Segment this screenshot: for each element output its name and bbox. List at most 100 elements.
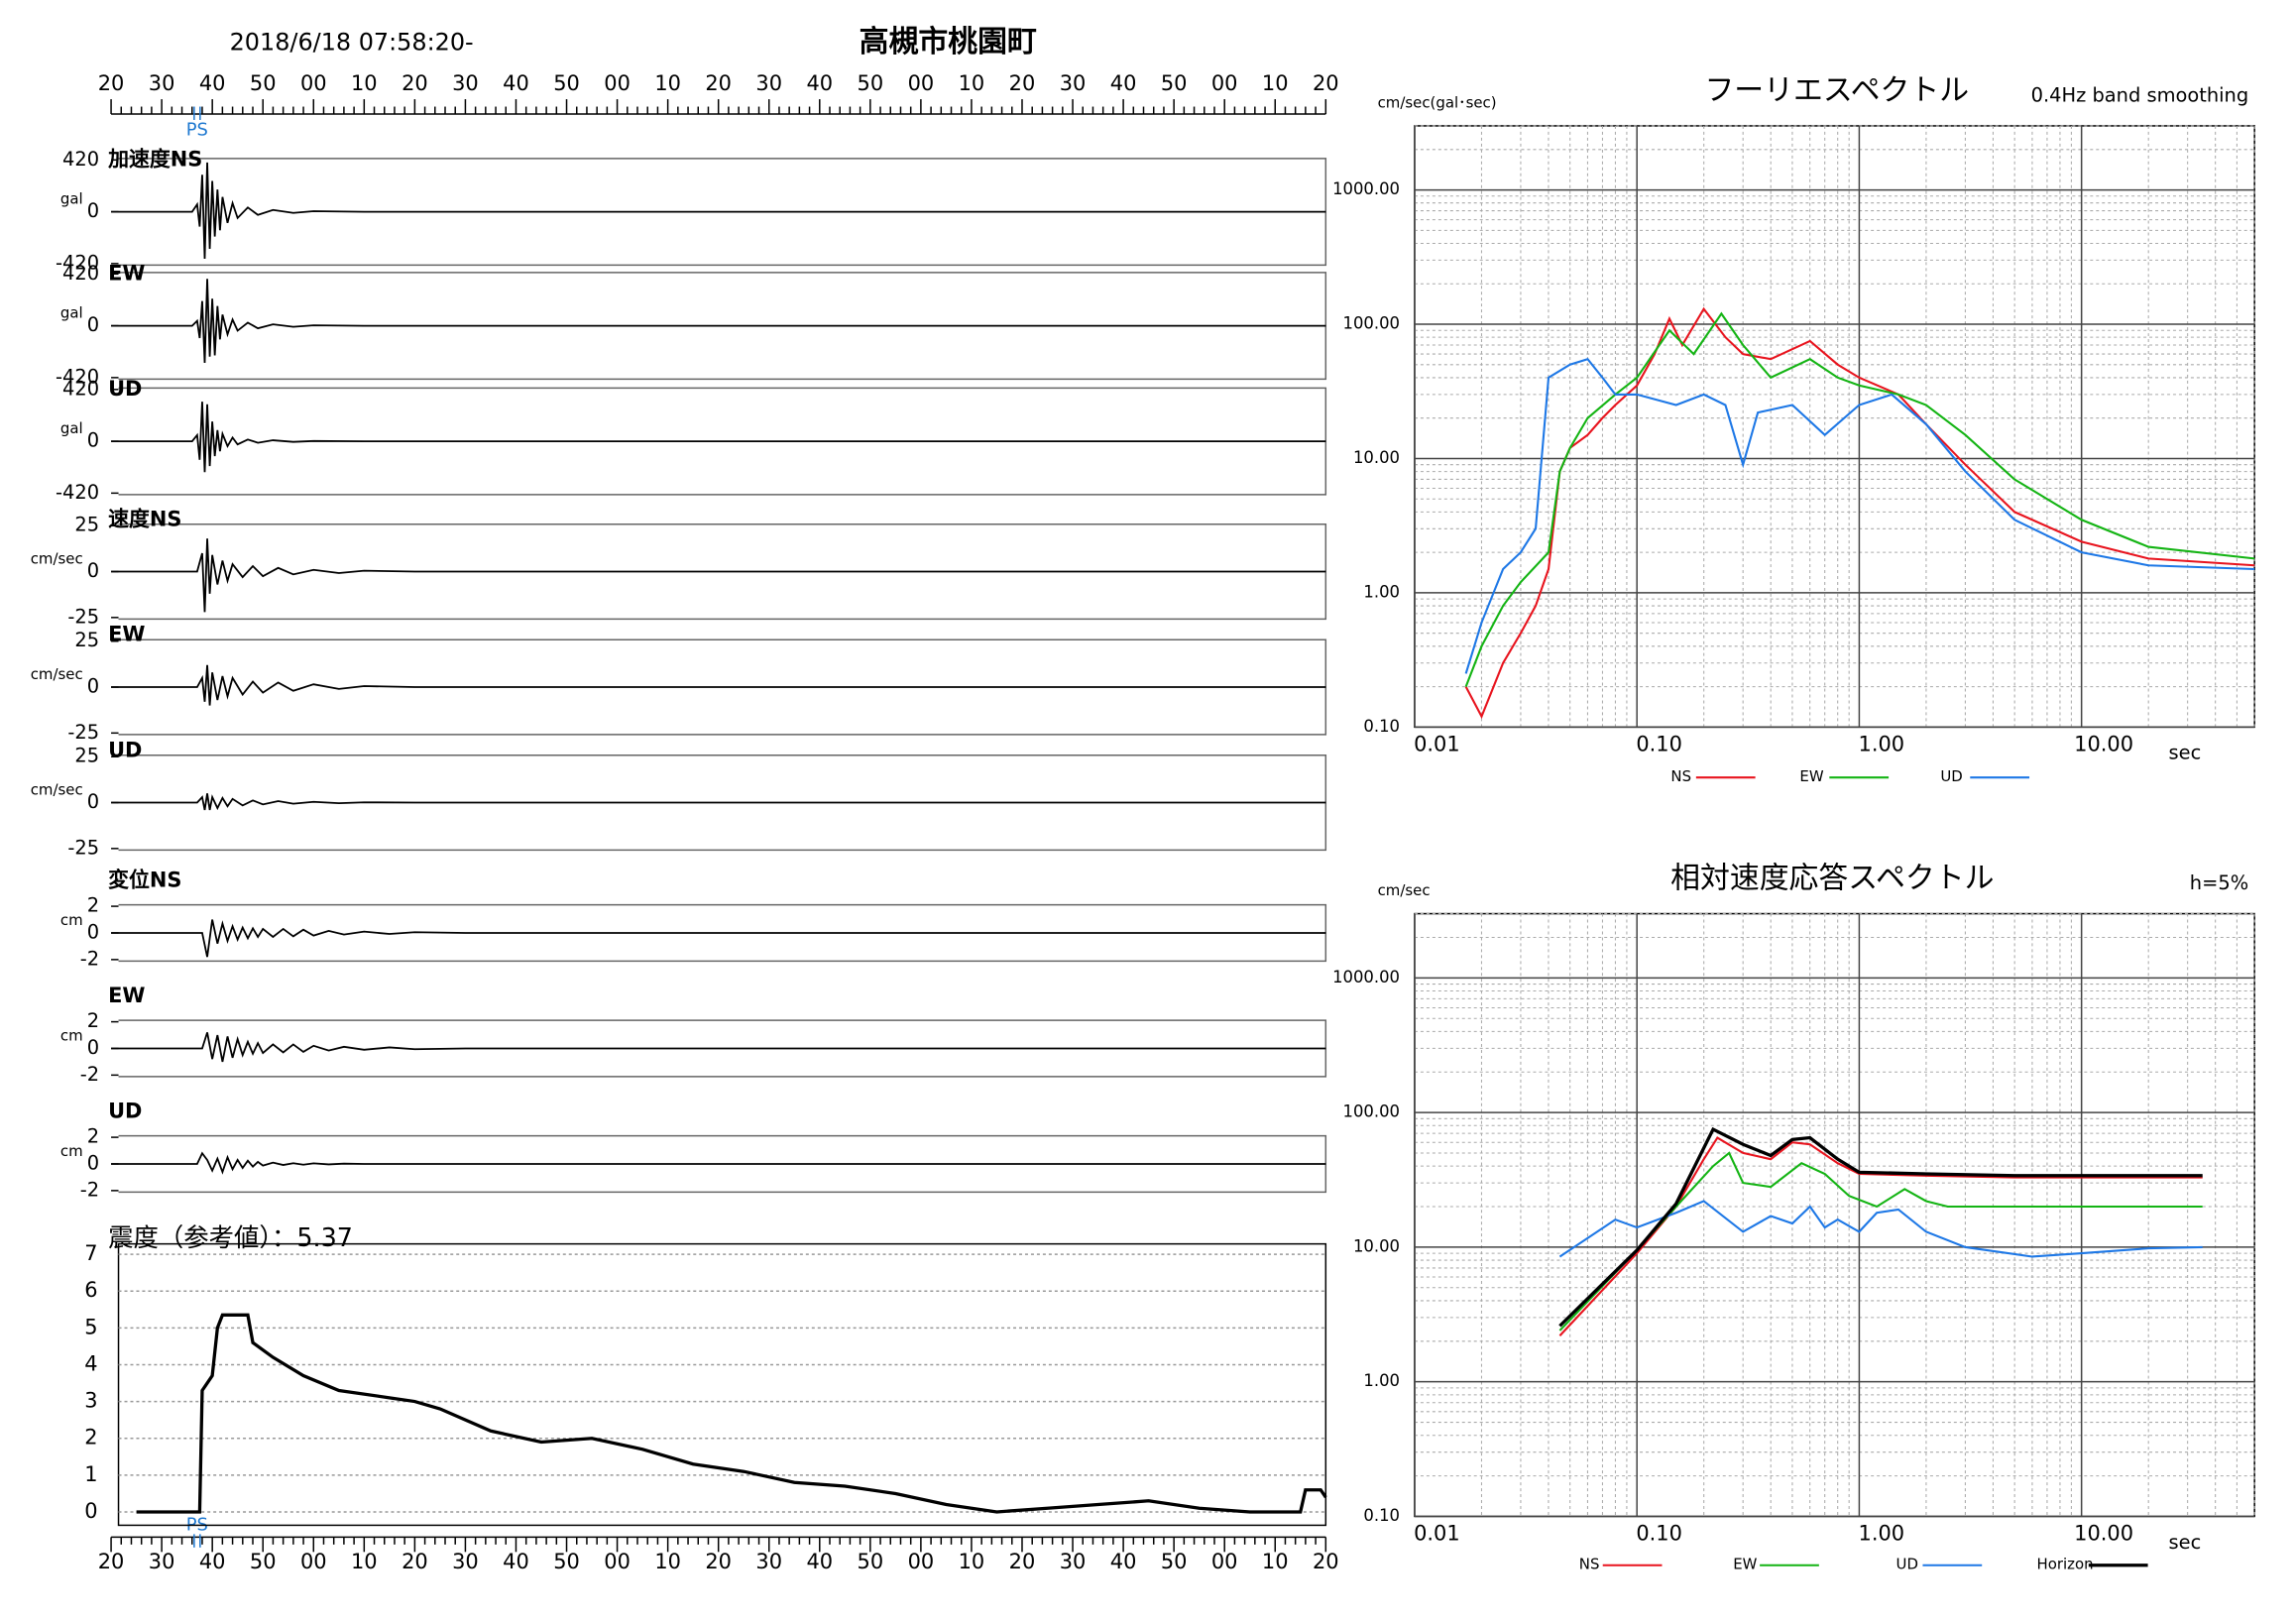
- time-tick-label: 30: [452, 71, 479, 95]
- y-tick-label: 4: [84, 1351, 97, 1375]
- unit-label: cm/sec: [31, 550, 83, 568]
- y-tick-label: 0: [87, 313, 99, 336]
- intensity-line: [136, 1313, 1327, 1514]
- panel-title: 変位NS: [108, 869, 181, 892]
- spectrum-line: [1464, 306, 2255, 720]
- unit-label: cm: [60, 1027, 83, 1045]
- y-tick-label: 420: [62, 377, 99, 400]
- time-tick-label: 10: [654, 71, 681, 95]
- waveform: [111, 538, 1326, 613]
- y-tick-label: 420: [62, 148, 99, 171]
- y-tick-label: -420: [56, 481, 99, 504]
- time-tick-label: 30: [149, 71, 175, 95]
- unit-label: gal: [60, 190, 83, 208]
- panel-title: 加速度NS: [107, 147, 202, 171]
- y-tick-label: 0: [84, 1499, 97, 1523]
- panel-title: EW: [108, 623, 145, 646]
- time-tick-label: 40: [1110, 71, 1137, 95]
- time-tick-label: 30: [452, 1550, 479, 1573]
- plot-frame: [1414, 912, 2255, 1518]
- time-tick-label: 50: [250, 71, 277, 95]
- panel-title: 震度（参考値）：5.37: [108, 1222, 353, 1252]
- time-tick-label: 40: [806, 71, 833, 95]
- x-tick-label: 10.00: [2074, 1521, 2133, 1545]
- y-tick-label: 420: [62, 262, 99, 285]
- x-tick-label: 1.00: [1859, 1521, 1905, 1545]
- chart-subtitle: h=5%: [2190, 871, 2248, 894]
- x-tick-label: 10.00: [2074, 732, 2133, 755]
- time-tick-label: 20: [402, 1550, 428, 1573]
- y-tick-label: 2: [87, 894, 99, 917]
- time-tick-label: 30: [1060, 71, 1087, 95]
- time-tick-label: 30: [755, 1550, 782, 1573]
- legend-label: EW: [1799, 767, 1823, 785]
- x-tick-label: 0.10: [1636, 732, 1682, 755]
- y-tick-label: 2: [87, 1125, 99, 1148]
- time-tick-label: 50: [250, 1550, 277, 1573]
- y-tick-label: -420: [56, 365, 99, 388]
- spectrum-line: [1558, 1151, 2203, 1332]
- panel-title: EW: [108, 984, 145, 1007]
- waveform: [111, 919, 1326, 958]
- x-axis-label: sec: [2169, 742, 2202, 764]
- y-tick-label: 7: [84, 1241, 97, 1265]
- time-tick-label: 50: [1161, 71, 1188, 95]
- y-tick-label: 10.00: [1353, 448, 1400, 467]
- y-axis-label: cm/sec(gal･sec): [1378, 94, 1497, 112]
- legend-label: NS: [1670, 767, 1691, 785]
- time-tick-label: 10: [351, 1550, 378, 1573]
- y-tick-label: -25: [67, 721, 99, 744]
- time-tick-label: 00: [1211, 71, 1238, 95]
- chart-subtitle: 0.4Hz band smoothing: [2031, 84, 2249, 107]
- chart-title: 相対速度応答スペクトル: [1670, 862, 1994, 896]
- time-tick-label: 10: [959, 71, 985, 95]
- ps-label: PS: [186, 119, 208, 140]
- time-tick-label: 50: [858, 71, 884, 95]
- time-tick-label: 20: [1009, 1550, 1036, 1573]
- time-tick-label: 20: [1009, 71, 1036, 95]
- spectrum-line: [1558, 1126, 2203, 1328]
- y-tick-label: 0.10: [1363, 1506, 1400, 1525]
- waveform: [111, 793, 1326, 811]
- x-axis-label: sec: [2169, 1531, 2202, 1554]
- time-tick-label: 10: [1262, 1550, 1289, 1573]
- legend-label: UD: [1896, 1556, 1918, 1573]
- time-tick-label: 00: [604, 71, 631, 95]
- time-tick-label: 30: [1060, 1550, 1087, 1573]
- waveform: [111, 279, 1326, 363]
- time-tick-label: 50: [553, 1550, 580, 1573]
- spectrum-line: [1558, 1136, 2203, 1336]
- time-tick-label: 50: [1161, 1550, 1188, 1573]
- spectrum-line: [1464, 357, 2255, 674]
- time-tick-label: 20: [98, 71, 125, 95]
- y-tick-label: 25: [74, 629, 99, 651]
- y-tick-label: 6: [84, 1278, 97, 1302]
- time-tick-label: 20: [402, 71, 428, 95]
- panel-title: UD: [108, 738, 142, 761]
- y-tick-label: 25: [74, 514, 99, 536]
- spectrum-line: [1558, 1200, 2203, 1258]
- y-tick-label: 2: [84, 1426, 97, 1449]
- time-tick-label: 00: [908, 71, 935, 95]
- y-tick-label: 0: [87, 559, 99, 582]
- y-tick-label: 0: [87, 199, 99, 222]
- time-tick-label: 20: [705, 1550, 732, 1573]
- time-tick-label: 30: [149, 1550, 175, 1573]
- time-tick-label: 00: [604, 1550, 631, 1573]
- time-tick-label: 40: [199, 71, 226, 95]
- unit-label: gal: [60, 419, 83, 437]
- y-tick-label: 0: [87, 675, 99, 698]
- chart-title: フーリエスペクトル: [1704, 73, 1969, 108]
- time-tick-label: 40: [503, 1550, 529, 1573]
- waveform: [111, 664, 1326, 706]
- waveform: [111, 162, 1326, 259]
- unit-label: cm/sec: [31, 665, 83, 683]
- y-axis-label: cm/sec: [1378, 881, 1431, 899]
- y-tick-label: 100.00: [1343, 1102, 1400, 1121]
- y-tick-label: -2: [80, 1178, 99, 1201]
- waveform: [111, 1032, 1326, 1063]
- y-tick-label: 25: [74, 745, 99, 767]
- y-tick-label: 0: [87, 920, 99, 943]
- time-tick-label: 00: [300, 1550, 327, 1573]
